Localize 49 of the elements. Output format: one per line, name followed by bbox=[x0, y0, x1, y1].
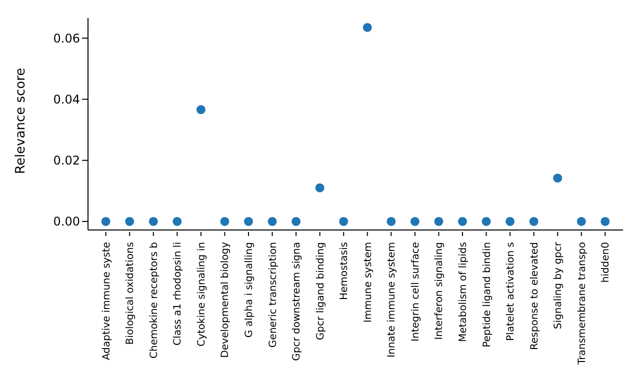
point bbox=[292, 216, 301, 226]
x-tick-label: Class a1 rhodopsin li bbox=[172, 242, 184, 346]
x-tick-label: Response to elevated bbox=[529, 242, 540, 350]
x-tick-label: Gpcr ligand binding bbox=[315, 242, 326, 340]
point bbox=[339, 216, 348, 226]
point bbox=[268, 216, 277, 226]
point bbox=[362, 22, 372, 32]
point bbox=[506, 216, 515, 226]
x-tick-label: Interferon signaling bbox=[434, 242, 446, 340]
point bbox=[482, 216, 491, 226]
point bbox=[244, 216, 253, 226]
point bbox=[386, 216, 396, 226]
x-tick-label: Gpcr downstream signa bbox=[292, 242, 303, 361]
y-tick-label: 0.02 bbox=[53, 154, 80, 168]
point bbox=[576, 216, 586, 226]
x-tick-label: G alpha i signalling bbox=[244, 242, 255, 338]
x-tick-label: Metabolism of lipids bbox=[458, 242, 469, 342]
x-tick-label: Developmental biology bbox=[220, 242, 232, 358]
x-tick-label: Peptide ligand bindin bbox=[482, 242, 493, 348]
point bbox=[220, 216, 230, 226]
x-tick-label: Hemostasis bbox=[339, 242, 350, 300]
x-tick-label: Generic transcription bbox=[268, 242, 279, 348]
point bbox=[529, 216, 538, 226]
point bbox=[148, 216, 158, 226]
point bbox=[600, 216, 610, 226]
x-tick-label: Platelet activation s bbox=[506, 242, 517, 341]
y-tick-label: 0.00 bbox=[53, 214, 80, 229]
point bbox=[553, 174, 562, 183]
point bbox=[458, 216, 467, 226]
x-tick-label: Adaptive immune syste bbox=[101, 242, 112, 360]
x-tick-label: hidden0 bbox=[600, 242, 612, 283]
point bbox=[101, 216, 110, 226]
x-tick-label: Cytokine signaling in bbox=[196, 242, 208, 347]
x-tick-label: Immune system bbox=[362, 242, 374, 323]
x-tick-label: Biological oxidations bbox=[125, 242, 136, 345]
x-tick-label: Integrin cell surface bbox=[410, 242, 422, 342]
x-tick-label: Signaling by gpcr bbox=[553, 241, 564, 330]
y-axis-title: Relevance score bbox=[14, 68, 29, 174]
point bbox=[196, 105, 206, 114]
point bbox=[125, 216, 134, 226]
x-tick-label: Transmembrane transpo bbox=[576, 242, 588, 366]
point bbox=[410, 216, 420, 226]
y-tick-label: 0.06 bbox=[53, 31, 80, 46]
x-tick-label: Innate immune system bbox=[386, 242, 398, 358]
point bbox=[315, 183, 324, 192]
x-tick-label: Chemokine receptors b bbox=[148, 242, 160, 358]
point bbox=[172, 216, 182, 226]
point bbox=[434, 216, 444, 226]
y-tick-label: 0.04 bbox=[53, 92, 80, 107]
